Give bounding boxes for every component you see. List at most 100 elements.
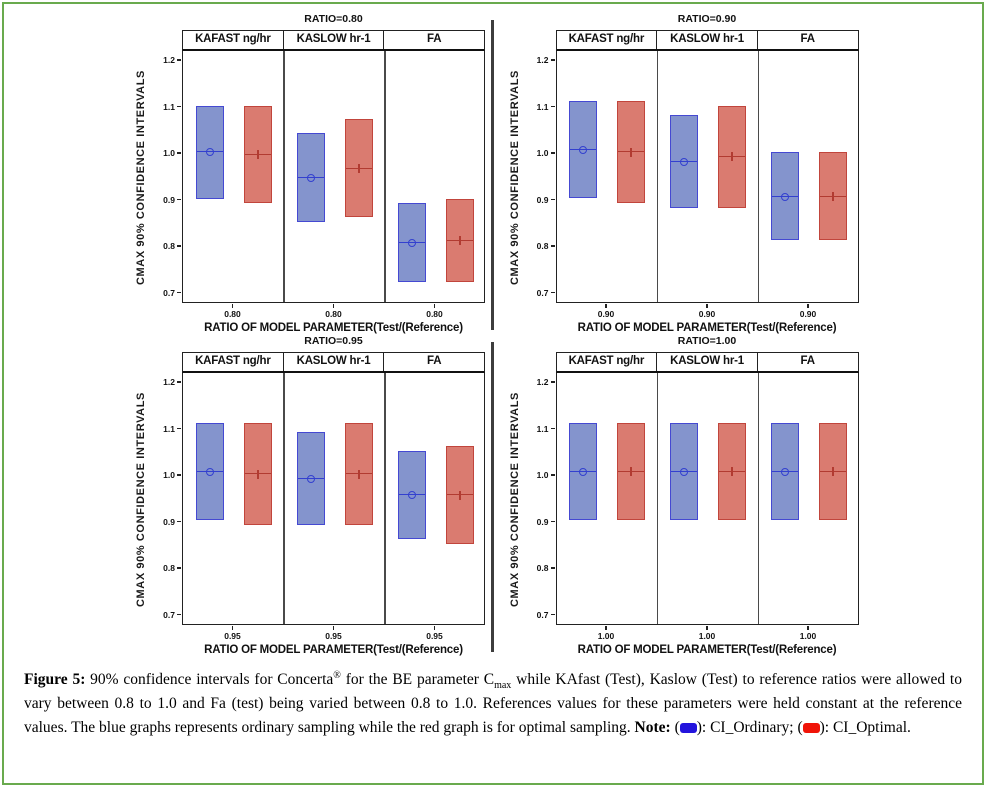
- y-axis-ticks: 1.2 1.1 1.0 0.9 0.8 0.7: [152, 374, 182, 626]
- mean-marker-plus: [630, 467, 632, 477]
- figure-caption: Figure 5: 90% confidence intervals for C…: [4, 656, 982, 746]
- y-axis-label-text: CMAX 90% CONFIDENCE INTERVALS: [135, 392, 147, 608]
- column-header-row: KAFAST ng/hr KASLOW hr-1 FA: [555, 352, 859, 373]
- mean-marker-circle: [407, 491, 416, 500]
- panel-title: RATIO=0.95: [304, 335, 363, 347]
- column-separator: [384, 373, 386, 624]
- x-tick-label: 0.80: [283, 304, 384, 319]
- ci-ordinary-legend-swatch: [679, 723, 697, 734]
- y-tick-label: 0.7: [163, 610, 181, 620]
- mean-marker-plus: [630, 147, 632, 157]
- y-tick-label: 0.9: [163, 195, 181, 205]
- column-header: FA: [427, 33, 442, 45]
- x-axis-label: RATIO OF MODEL PARAMETER(Test/(Reference…: [577, 644, 837, 656]
- caption-text: Figure 5:: [24, 671, 86, 688]
- x-tick-label: 1.00: [758, 626, 859, 641]
- x-tick-label: 0.90: [657, 304, 758, 319]
- column-separator: [283, 373, 285, 624]
- panel-divider: [491, 342, 494, 652]
- plot-area: [555, 373, 859, 625]
- x-tick-label: 0.95: [283, 626, 384, 641]
- mean-marker-circle: [306, 173, 315, 182]
- ci-box-ordinary: [670, 114, 698, 208]
- y-axis-ticks: 1.2 1.1 1.0 0.9 0.8 0.7: [526, 52, 556, 304]
- x-axis-label: RATIO OF MODEL PARAMETER(Test/(Reference…: [577, 322, 837, 334]
- plot-area: [182, 51, 485, 303]
- ci-box-optimal: [819, 152, 847, 241]
- y-tick-label: 0.9: [537, 517, 555, 527]
- y-axis-label: CMAX 90% CONFIDENCE INTERVALS: [130, 374, 152, 626]
- y-tick-label: 0.7: [537, 610, 555, 620]
- mean-marker-circle: [579, 468, 587, 477]
- ci-box-optimal: [344, 422, 373, 526]
- ci-panel: CMAX 90% CONFIDENCE INTERVALS 1.2 1.1 1.0 0.…: [494, 12, 983, 334]
- column-header: KAFAST ng/hr: [183, 353, 284, 371]
- column-header: KAFAST ng/hr: [557, 31, 658, 49]
- mean-marker-circle: [306, 475, 315, 484]
- y-axis-ticks: 1.2 1.1 1.0 0.9 0.8 0.7: [526, 374, 556, 626]
- y-axis-label: CMAX 90% CONFIDENCE INTERVALS: [504, 374, 526, 626]
- y-tick-label: 1.0: [163, 148, 181, 158]
- y-tick-label: 1.1: [163, 424, 181, 434]
- caption-text: ): CI_Optimal.: [819, 719, 911, 737]
- mean-marker-plus: [731, 467, 733, 477]
- mean-marker-circle: [680, 468, 688, 477]
- x-axis-label: RATIO OF MODEL PARAMETER(Test/(Reference…: [204, 644, 463, 656]
- column-header: FA: [427, 355, 442, 367]
- y-tick-label: 0.7: [537, 288, 555, 298]
- plot-area: [555, 51, 859, 303]
- x-tick-label: 0.90: [556, 304, 657, 319]
- column-header: FA: [800, 355, 815, 367]
- ci-box-optimal: [243, 105, 272, 204]
- x-axis-ticks: 1.00 1.00 1.00: [556, 626, 859, 641]
- caption-text: ®: [333, 669, 341, 681]
- panel-main: RATIO=1.00 KAFAST ng/hr KASLOW hr-1 FA 1.00 1…: [555, 334, 859, 656]
- x-tick-label: 0.95: [384, 626, 485, 641]
- y-axis-label-text: CMAX 90% CONFIDENCE INTERVALS: [508, 392, 521, 608]
- column-header: KAFAST ng/hr: [557, 353, 658, 371]
- column-separator: [656, 373, 659, 624]
- y-tick-label: 1.1: [163, 102, 181, 112]
- ci-panel: CMAX 90% CONFIDENCE INTERVALS 1.2 1.1 1.0 0.…: [4, 12, 491, 334]
- y-axis-ticks: 1.2 1.1 1.0 0.9 0.8 0.7: [152, 52, 182, 304]
- y-axis-label: CMAX 90% CONFIDENCE INTERVALS: [504, 52, 526, 304]
- y-tick-label: 1.2: [537, 377, 555, 387]
- y-tick-label: 0.8: [163, 563, 181, 573]
- ci-box-ordinary: [397, 203, 426, 283]
- ci-box-optimal: [718, 422, 746, 521]
- x-axis-ticks: 0.90 0.90 0.90: [556, 304, 859, 319]
- ci-box-optimal: [445, 198, 474, 283]
- column-header-row: KAFAST ng/hr KASLOW hr-1 FA: [555, 30, 859, 51]
- y-axis-label-text: CMAX 90% CONFIDENCE INTERVALS: [135, 70, 147, 286]
- y-axis-label: CMAX 90% CONFIDENCE INTERVALS: [130, 52, 152, 304]
- y-tick-label: 0.8: [163, 241, 181, 251]
- y-tick-label: 1.1: [537, 424, 555, 434]
- caption-text: max: [494, 680, 512, 692]
- caption-text: ): CI_Ordinary; (: [696, 719, 803, 737]
- column-header: FA: [800, 33, 815, 45]
- ci-box-ordinary: [771, 152, 799, 241]
- mean-marker-plus: [357, 164, 360, 174]
- x-tick-label: 1.00: [657, 626, 758, 641]
- mean-marker-circle: [205, 148, 214, 157]
- ci-box-optimal: [718, 105, 746, 208]
- y-tick-label: 1.2: [163, 55, 181, 65]
- ci-box-ordinary: [296, 133, 325, 222]
- ci-box-ordinary: [397, 450, 426, 540]
- y-tick-label: 0.9: [537, 195, 555, 205]
- x-tick-label: 0.95: [182, 626, 283, 641]
- ci-box-optimal: [819, 422, 847, 521]
- mean-marker-plus: [256, 150, 259, 160]
- mean-marker-plus: [832, 191, 834, 201]
- ci-box-ordinary: [670, 422, 698, 521]
- ci-panel: CMAX 90% CONFIDENCE INTERVALS 1.2 1.1 1.0 0.…: [4, 334, 491, 656]
- y-tick-label: 0.7: [163, 288, 181, 298]
- panel-title: RATIO=1.00: [677, 335, 737, 347]
- ci-box-optimal: [617, 422, 645, 521]
- panel-title: RATIO=0.80: [304, 13, 363, 25]
- panel-main: RATIO=0.95 KAFAST ng/hr KASLOW hr-1 FA 0.95 0…: [182, 334, 485, 656]
- caption-text: Note:: [634, 719, 671, 737]
- y-tick-label: 1.0: [163, 470, 181, 480]
- ci-panel: CMAX 90% CONFIDENCE INTERVALS 1.2 1.1 1.0 0.…: [494, 334, 983, 656]
- mean-marker-plus: [458, 490, 461, 500]
